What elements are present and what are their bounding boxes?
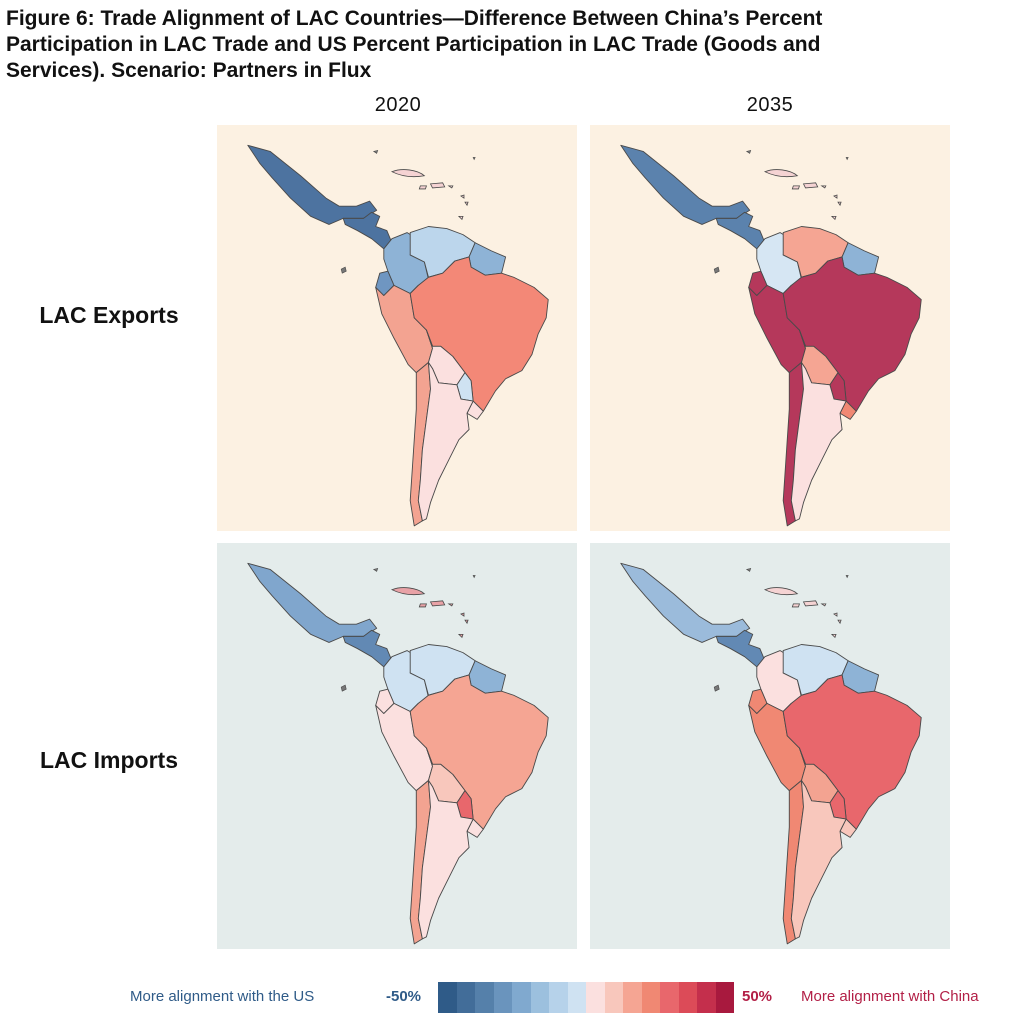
small-island-3 <box>845 575 849 579</box>
small-island-1 <box>372 149 379 154</box>
legend-swatch-16 <box>715 982 734 1013</box>
caribbean-island-7 <box>830 633 837 639</box>
country-central-america <box>715 211 766 250</box>
caribbean-island-3 <box>418 185 427 190</box>
caribbean-island-6 <box>837 619 842 625</box>
caribbean-island-1 <box>763 169 799 178</box>
legend-min-value: -50% <box>386 988 422 1005</box>
caribbean-island-3 <box>791 603 800 608</box>
country-argentina <box>790 362 847 522</box>
caribbean-island-2 <box>802 600 819 607</box>
legend-swatch-10 <box>604 982 623 1013</box>
small-island-2 <box>713 266 720 274</box>
small-island-1 <box>745 149 752 154</box>
figure-title: Figure 6: Trade Alignment of LAC Countri… <box>6 7 823 82</box>
legend-us-label: More alignment with the US <box>130 988 315 1005</box>
row-header-exports: LAC Exports <box>39 302 179 328</box>
map-imports-2020 <box>217 543 577 949</box>
caribbean-island-1 <box>763 587 799 596</box>
caribbean-island-4 <box>820 603 827 607</box>
column-header-2020: 2020 <box>374 94 422 116</box>
small-island-3 <box>845 157 849 161</box>
small-island-3 <box>472 157 476 161</box>
legend-swatch-7 <box>549 982 568 1013</box>
row-header-imports: LAC Imports <box>40 747 178 773</box>
caribbean-island-5 <box>833 612 838 617</box>
legend-swatch-12 <box>641 982 660 1013</box>
caribbean-island-2 <box>802 182 819 189</box>
legend-swatch-2 <box>456 982 475 1013</box>
caribbean-island-3 <box>791 185 800 190</box>
caribbean-island-6 <box>464 619 469 625</box>
map-exports-2035 <box>590 125 950 531</box>
caribbean-island-6 <box>837 201 842 207</box>
column-header-2035: 2035 <box>746 94 794 116</box>
caribbean-island-2 <box>429 600 446 607</box>
small-island-2 <box>340 266 347 274</box>
legend-china-label: More alignment with China <box>801 988 979 1005</box>
map-svg <box>620 562 922 945</box>
legend-swatch-8 <box>567 982 586 1013</box>
legend-swatch-15 <box>697 982 716 1013</box>
country-mexico <box>247 562 378 643</box>
caribbean-island-5 <box>833 194 838 199</box>
map-svg <box>247 144 549 527</box>
small-island-2 <box>713 684 720 692</box>
caribbean-island-4 <box>447 603 454 607</box>
legend-color-scale <box>438 982 734 1013</box>
legend-swatch-9 <box>586 982 605 1013</box>
caribbean-island-7 <box>830 215 837 221</box>
country-argentina <box>417 780 474 940</box>
caribbean-island-1 <box>390 169 426 178</box>
caribbean-island-4 <box>447 185 454 189</box>
caribbean-island-7 <box>457 633 464 639</box>
caribbean-island-1 <box>390 587 426 596</box>
legend-swatch-1 <box>438 982 457 1013</box>
map-svg <box>620 144 922 527</box>
country-central-america <box>715 629 766 668</box>
country-central-america <box>342 211 393 250</box>
legend-swatch-5 <box>512 982 531 1013</box>
country-mexico <box>620 144 751 225</box>
legend-swatch-6 <box>530 982 549 1013</box>
map-svg <box>247 562 549 945</box>
small-island-1 <box>745 567 752 572</box>
caribbean-island-7 <box>457 215 464 221</box>
legend-swatch-11 <box>623 982 642 1013</box>
caribbean-island-2 <box>429 182 446 189</box>
caribbean-island-5 <box>460 612 465 617</box>
small-island-3 <box>472 575 476 579</box>
caribbean-island-3 <box>418 603 427 608</box>
caribbean-island-6 <box>464 201 469 207</box>
legend-swatch-3 <box>475 982 494 1013</box>
country-argentina <box>417 362 474 522</box>
legend-swatch-14 <box>678 982 697 1013</box>
small-island-2 <box>340 684 347 692</box>
caribbean-island-5 <box>460 194 465 199</box>
legend-max-value: 50% <box>742 988 773 1005</box>
map-imports-2035 <box>590 543 950 949</box>
country-mexico <box>247 144 378 225</box>
country-mexico <box>620 562 751 643</box>
small-island-1 <box>372 567 379 572</box>
caribbean-island-4 <box>820 185 827 189</box>
map-exports-2020 <box>217 125 577 531</box>
country-argentina <box>790 780 847 940</box>
legend-swatch-13 <box>660 982 679 1013</box>
country-central-america <box>342 629 393 668</box>
legend-swatch-4 <box>493 982 512 1013</box>
